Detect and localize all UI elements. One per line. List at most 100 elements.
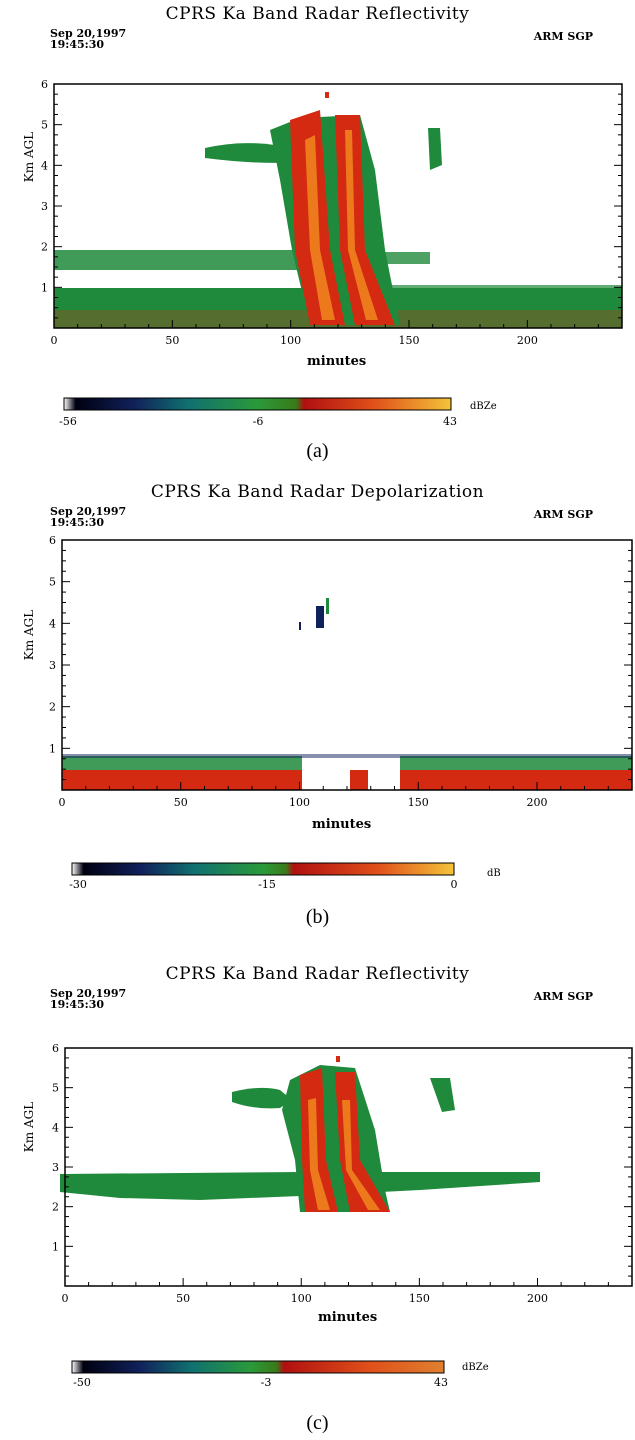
colorbar-tick-max: 43: [443, 415, 457, 428]
depolarization-data-layer: [62, 598, 632, 793]
chart-title: CPRS Ka Band Radar Reflectivity: [165, 964, 470, 984]
x-tick-label: 100: [289, 796, 310, 809]
y-tick-label: 3: [52, 1161, 59, 1174]
time-text: 19:45:30: [50, 516, 105, 529]
plot-area: 1 2 3 4 5 6 0 50 100 150 200: [49, 534, 633, 809]
x-tick-label: 0: [59, 796, 66, 809]
cloud-data-layer: [54, 92, 622, 328]
colorbar-gradient: [71, 862, 455, 876]
cloud-data-layer: [60, 1056, 540, 1212]
plot-area: 1 2 3 4 5 6 0 50 100 150 200: [52, 1042, 633, 1305]
y-tick-label: 6: [52, 1042, 59, 1055]
plot-frame: [61, 539, 633, 791]
cloud-layer-2km: [54, 250, 304, 270]
heatmap-plot: 1 2 3 4 5 6 0 50 100 150 200: [41, 78, 623, 347]
time-text: 19:45:30: [50, 38, 105, 51]
cloud-top: [336, 1056, 340, 1062]
date-stamp: Sep 20,1997 19:45:30: [50, 28, 126, 50]
colorbar-units: dBZe: [470, 401, 497, 412]
y-tick-label: 3: [41, 200, 48, 213]
depol-anvil-2: [326, 598, 329, 614]
y-tick-label: 6: [49, 534, 56, 547]
date-stamp: Sep 20,1997 19:45:30: [50, 506, 126, 528]
colorbar: -30 -15 0 dB: [69, 862, 501, 891]
colorbar-tick-max: 43: [434, 1376, 448, 1389]
depol-anvil-1: [316, 606, 324, 628]
x-axis-label: minutes: [307, 354, 367, 369]
x-tick-label: 50: [165, 334, 179, 347]
x-axis-label: minutes: [318, 1310, 378, 1325]
colorbar-units: dBZe: [462, 1362, 489, 1373]
date-text: Sep 20,1997: [50, 987, 127, 1000]
colorbar-tick-mid: -6: [253, 415, 264, 428]
x-tick-label: 200: [527, 1292, 548, 1305]
anvil-fragment: [430, 1078, 455, 1112]
date-text: Sep 20,1997: [50, 505, 127, 518]
x-tick-label: 200: [517, 334, 538, 347]
x-ticks: 0 50 100 150 200: [59, 782, 633, 809]
y-tick-label: 2: [41, 241, 48, 254]
core-intense-1: [305, 135, 335, 320]
y-tick-label: 4: [41, 159, 48, 172]
core-intense-2: [342, 1100, 380, 1210]
heatmap-plot: 1 2 3 4 5 6 0 50 100 150 200: [49, 534, 633, 809]
heatmap-plot: 1 2 3 4 5 6 0 50 100 150 200: [52, 1042, 633, 1305]
depol-mid: [350, 770, 368, 790]
y-tick-label: 2: [49, 701, 56, 714]
colorbar-units: dB: [487, 868, 501, 879]
y-tick-label: 6: [41, 78, 48, 91]
x-tick-label: 0: [62, 1292, 69, 1305]
x-ticks: 0 50 100 150 200: [62, 1278, 633, 1305]
y-tick-label: 1: [52, 1240, 59, 1253]
anvil-fragment: [428, 128, 442, 170]
core-intense-2: [345, 130, 378, 320]
y-ticks: 1 2 3 4 5 6: [52, 1042, 632, 1287]
x-axis-label: minutes: [312, 817, 372, 832]
figure-caption: (a): [306, 440, 329, 462]
colorbar-tick-mid: -15: [258, 878, 276, 891]
x-tick-label: 50: [176, 1292, 190, 1305]
colorbar: -50 -3 43 dBZe: [71, 1360, 489, 1389]
time-text: 19:45:30: [50, 998, 105, 1011]
y-tick-label: 5: [49, 576, 56, 589]
colorbar-tick-mid: -3: [261, 1376, 272, 1389]
colorbar-tick-min: -56: [59, 415, 77, 428]
y-ticks: 1 2 3 4 5 6: [41, 78, 622, 329]
colorbar-gradient: [63, 397, 452, 411]
x-tick-label: 150: [399, 334, 420, 347]
x-ticks: 0 50 100 150 200: [51, 320, 623, 347]
colorbar: -56 -6 43 dBZe: [59, 397, 497, 428]
echo-top: [62, 754, 632, 758]
plot-area: 1 2 3 4 5 6 0 50 100 150 200: [41, 78, 623, 347]
y-tick-label: 4: [52, 1121, 59, 1134]
y-tick-label: 5: [52, 1082, 59, 1095]
x-tick-label: 100: [280, 334, 301, 347]
y-tick-label: 1: [41, 281, 48, 294]
core-intense-1: [308, 1098, 330, 1210]
figure-caption: (b): [305, 906, 330, 928]
y-tick-label: 2: [52, 1201, 59, 1214]
depol-low-right: [400, 770, 632, 790]
y-tick-label: 4: [49, 617, 56, 630]
anvil-left: [232, 1087, 292, 1109]
cloud-top: [325, 92, 329, 98]
x-tick-label: 200: [527, 796, 548, 809]
site-label: ARM SGP: [533, 30, 593, 43]
x-tick-label: 150: [408, 796, 429, 809]
x-tick-label: 0: [51, 334, 58, 347]
y-tick-label: 1: [49, 742, 56, 755]
site-label: ARM SGP: [533, 990, 593, 1003]
cloud-strip: [380, 285, 622, 295]
figure-panel-b: CPRS Ka Band Radar Depolarization Sep 20…: [0, 478, 635, 958]
colorbar-tick-min: -50: [73, 1376, 91, 1389]
colorbar-tick-max: 0: [451, 878, 458, 891]
depol-low-left: [62, 770, 302, 790]
figure-caption: (c): [306, 1412, 329, 1434]
figure-panel-a: CPRS Ka Band Radar Reflectivity Sep 20,1…: [0, 0, 635, 480]
chart-title: CPRS Ka Band Radar Depolarization: [150, 482, 485, 502]
x-tick-label: 150: [409, 1292, 430, 1305]
x-tick-label: 100: [291, 1292, 312, 1305]
date-text: Sep 20,1997: [50, 27, 127, 40]
colorbar-tick-min: -30: [69, 878, 87, 891]
y-ticks: 1 2 3 4 5 6: [49, 534, 632, 791]
